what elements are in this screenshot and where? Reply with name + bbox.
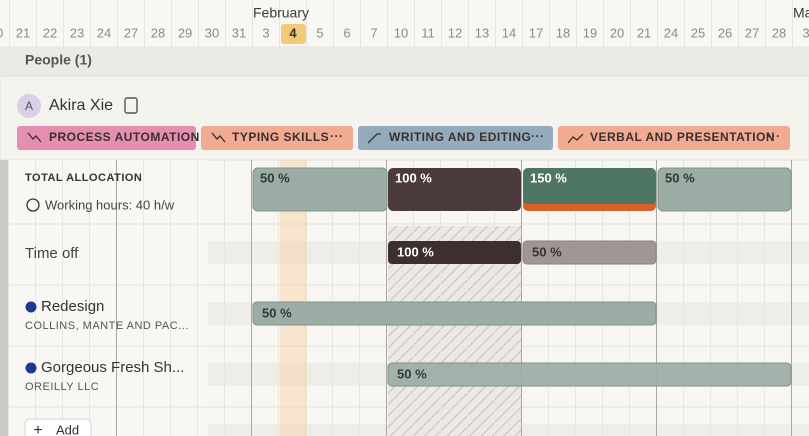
day-label: 24 [97, 25, 111, 40]
bar[interactable] [387, 362, 792, 387]
row-subtitle: Working hours: 40 h/w [45, 197, 175, 212]
day-label: 17 [529, 25, 543, 40]
day-label: 31 [232, 25, 246, 40]
bar[interactable] [388, 241, 521, 264]
timeline-header [0, 0, 809, 46]
bar-label: 50 % [665, 170, 695, 185]
bar-label: 50 % [532, 244, 562, 259]
avatar-initial: A [25, 99, 33, 113]
add-icon: + [33, 422, 42, 436]
day-label: 28 [772, 25, 786, 40]
people-bar [0, 46, 809, 76]
clock-icon [26, 198, 40, 212]
bar[interactable] [252, 301, 657, 326]
left-strip [0, 160, 9, 436]
today-highlight [281, 24, 306, 44]
row-subtitle: COLLINS, MANTE AND PAC... [25, 320, 189, 332]
day-label: 7 [370, 25, 377, 40]
bar-label: 100 % [397, 244, 434, 259]
day-label: 22 [43, 25, 57, 40]
row-title: Gorgeous Fresh Sh... [41, 359, 184, 376]
day-label: 11 [421, 25, 435, 40]
bar[interactable] [523, 168, 656, 204]
tag[interactable] [558, 126, 790, 150]
tag-menu[interactable]: ··· [767, 129, 781, 143]
bar-label: 50 % [397, 366, 427, 381]
row-title: Redesign [41, 298, 104, 315]
day-label: 3 [262, 25, 269, 40]
day-label: 21 [637, 25, 651, 40]
day-label: 26 [718, 25, 732, 40]
day-label: 27 [124, 25, 138, 40]
day-label: 4 [289, 25, 297, 40]
person-name: Akira Xie [49, 97, 113, 114]
grid [9, 0, 793, 46]
bar[interactable] [657, 167, 792, 212]
bar-label: 100 % [395, 170, 432, 185]
day-label: 21 [16, 25, 30, 40]
tag-label: WRITING AND EDITING [389, 130, 531, 144]
day-label: 20 [610, 25, 624, 40]
tag[interactable] [201, 126, 353, 150]
day-label: 3 [802, 25, 809, 40]
row-title: Time off [25, 245, 79, 262]
row-title: TOTAL ALLOCATION [25, 172, 142, 184]
day-label: 12 [448, 25, 462, 40]
month-label: February [253, 5, 309, 21]
bar[interactable] [388, 168, 521, 211]
day-label: 19 [583, 25, 597, 40]
day-label: 27 [745, 25, 759, 40]
sidebar [9, 160, 208, 436]
tag-menu[interactable]: ··· [330, 129, 344, 143]
add-button[interactable] [24, 418, 92, 436]
add-label: Add [56, 422, 79, 436]
project-dot [25, 301, 37, 313]
people-header: People (1) [25, 52, 92, 68]
tag-icons [27, 132, 584, 144]
tag[interactable] [17, 126, 196, 150]
day-label: 5 [316, 25, 323, 40]
row-subtitle: OREILLY LLC [25, 381, 99, 393]
day-label: 25 [691, 25, 705, 40]
notes-icon[interactable] [124, 97, 138, 114]
tag-label: PROCESS AUTOMATION [49, 130, 200, 144]
bar[interactable] [252, 167, 388, 212]
tag-label: TYPING SKILLS [232, 130, 329, 144]
day-label: 13 [475, 25, 489, 40]
day-label: 24 [664, 25, 678, 40]
day-label: 18 [556, 25, 570, 40]
avatar [17, 94, 41, 118]
bar-label: 150 % [530, 170, 567, 185]
tag-menu[interactable]: ··· [531, 129, 545, 143]
bar[interactable] [522, 240, 657, 265]
project-dot [25, 362, 37, 374]
day-label: 30 [205, 25, 219, 40]
day-label: 10 [394, 25, 408, 40]
tag[interactable] [358, 126, 553, 150]
month-label: Ma [793, 5, 809, 21]
day-labels: 20 21 22 23 24 27 28 29 30 31 3 4 5 6 7 10 11 12 13 14 17 18 1… [0, 25, 809, 40]
day-label: 29 [178, 25, 192, 40]
day-label: 6 [343, 25, 350, 40]
tags: PROCESS AUTOMATION TYPING SKILLS ··· WRI… [17, 126, 790, 150]
day-label: 20 [0, 25, 3, 40]
tag-label: VERBAL AND PRESENTATION [590, 130, 775, 144]
day-label: 23 [70, 25, 84, 40]
day-label: 14 [502, 25, 516, 40]
bar-label: 50 % [260, 170, 290, 185]
bar-label: 50 % [262, 305, 292, 320]
day-label: 28 [151, 25, 165, 40]
allocation-bars: 50 % 100 % 150 % 50 % 100 % 50 % 50 % 50… [252, 167, 792, 387]
